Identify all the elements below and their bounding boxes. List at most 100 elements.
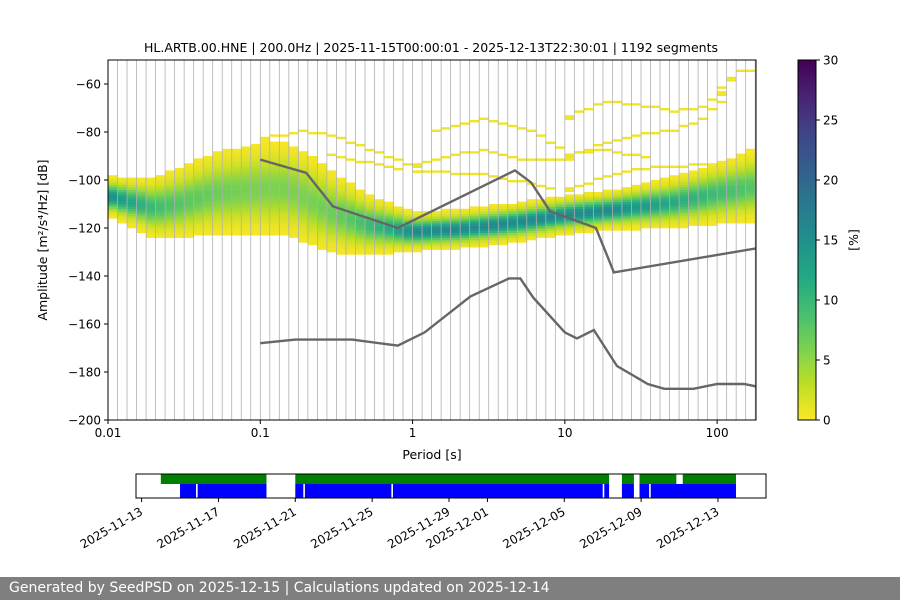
heatmap-cell xyxy=(241,201,252,205)
heatmap-cell xyxy=(117,213,128,217)
heatmap-cell xyxy=(231,232,242,236)
heatmap-cell xyxy=(146,184,156,188)
heatmap-cell xyxy=(355,220,366,224)
heatmap-cell xyxy=(707,182,718,186)
heatmap-cell xyxy=(127,199,137,202)
heatmap-cell xyxy=(298,153,309,157)
heatmap-cell xyxy=(545,225,556,229)
heatmap-cell xyxy=(317,180,328,183)
heatmap-cell xyxy=(317,172,328,176)
heatmap-cell xyxy=(640,206,651,210)
heatmap-cell xyxy=(745,163,756,166)
sparse-cell xyxy=(393,168,404,171)
heatmap-cell xyxy=(707,218,718,222)
heatmap-cell xyxy=(583,225,594,229)
heatmap-cell xyxy=(431,232,442,236)
heatmap-cell xyxy=(288,177,299,181)
heatmap-cell xyxy=(146,206,156,210)
availability-green-segment xyxy=(639,474,677,484)
sparse-cell xyxy=(717,86,727,89)
heatmap-cell xyxy=(222,170,233,174)
heatmap-cell xyxy=(669,208,680,212)
heatmap-cell xyxy=(517,235,528,238)
heatmap-cell xyxy=(364,252,375,255)
heatmap-cell xyxy=(660,189,670,193)
availability-green-segment xyxy=(295,474,610,484)
heatmap-cell xyxy=(269,151,280,154)
heatmap-cell xyxy=(555,199,566,202)
heatmap-cell xyxy=(688,180,699,183)
heatmap-cell xyxy=(241,182,252,186)
colorbar-tick-label: 5 xyxy=(823,354,831,368)
sparse-cell xyxy=(660,108,670,111)
heatmap-cell xyxy=(203,204,213,207)
heatmap-cell xyxy=(583,199,594,202)
heatmap-cell xyxy=(117,196,128,200)
heatmap-cell xyxy=(726,165,737,169)
heatmap-cell xyxy=(136,220,147,224)
heatmap-cell xyxy=(326,189,337,193)
heatmap-cell xyxy=(621,223,632,226)
heatmap-cell xyxy=(193,225,204,229)
heatmap-cell xyxy=(450,208,461,212)
heatmap-cell xyxy=(441,213,451,217)
heatmap-cell xyxy=(745,158,756,162)
heatmap-cell xyxy=(203,165,213,169)
heatmap-cell xyxy=(650,206,661,210)
heatmap-cell xyxy=(441,244,451,248)
heatmap-cell xyxy=(326,187,337,190)
heatmap-cell xyxy=(108,182,118,186)
heatmap-cell xyxy=(279,153,290,157)
heatmap-cell xyxy=(602,228,613,231)
heatmap-cell xyxy=(526,208,537,212)
heatmap-cell xyxy=(450,232,461,236)
heatmap-cell xyxy=(241,177,252,181)
sparse-cell xyxy=(479,117,489,120)
heatmap-cell xyxy=(707,199,718,202)
date-tick-label: 2025-11-17 xyxy=(155,504,222,551)
heatmap-cell xyxy=(231,196,242,200)
heatmap-cell xyxy=(260,168,271,171)
heatmap-cell xyxy=(127,177,137,181)
heatmap-cell xyxy=(564,220,575,224)
heatmap-cell xyxy=(526,237,537,241)
heatmap-cell xyxy=(679,211,689,214)
heatmap-cell xyxy=(203,213,213,217)
heatmap-cell xyxy=(526,218,537,222)
heatmap-cell xyxy=(498,240,509,243)
heatmap-cell xyxy=(250,223,261,226)
heatmap-cell xyxy=(193,180,204,183)
heatmap-cell xyxy=(488,223,499,226)
heatmap-cell xyxy=(479,220,490,224)
heatmap-cell xyxy=(108,204,118,207)
heatmap-cell xyxy=(222,201,233,205)
heatmap-cell xyxy=(241,187,252,190)
heatmap-cell xyxy=(136,199,147,202)
heatmap-cell xyxy=(460,228,470,231)
sparse-cell xyxy=(574,151,584,154)
heatmap-cell xyxy=(108,199,118,202)
heatmap-cell xyxy=(222,194,233,198)
heatmap-cell xyxy=(250,208,261,212)
heatmap-cell xyxy=(621,189,632,193)
heatmap-cell xyxy=(669,189,680,193)
heatmap-cell xyxy=(517,225,528,229)
heatmap-cell xyxy=(193,208,204,212)
heatmap-cell xyxy=(631,216,642,219)
sparse-cell xyxy=(574,184,584,188)
heatmap-cell xyxy=(222,192,233,195)
heatmap-cell xyxy=(203,163,213,166)
heatmap-cell xyxy=(298,177,309,181)
heatmap-cell xyxy=(698,175,708,178)
heatmap-cell xyxy=(260,192,271,195)
heatmap-cell xyxy=(222,182,233,186)
heatmap-cell xyxy=(203,206,213,210)
heatmap-cell xyxy=(231,206,242,210)
heatmap-cell xyxy=(260,199,271,202)
heatmap-cell xyxy=(250,196,261,200)
heatmap-cell xyxy=(536,230,547,234)
heatmap-cell xyxy=(469,208,480,212)
heatmap-cell xyxy=(212,189,223,193)
heatmap-cell xyxy=(231,225,242,229)
